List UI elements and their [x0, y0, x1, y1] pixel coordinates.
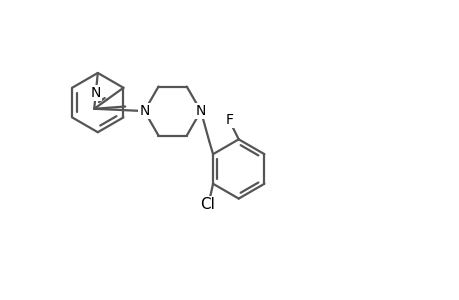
Text: N: N: [195, 104, 206, 118]
Text: N: N: [139, 104, 149, 118]
Text: F: F: [225, 113, 233, 127]
Text: N: N: [90, 86, 101, 100]
Text: Cl: Cl: [200, 197, 214, 212]
